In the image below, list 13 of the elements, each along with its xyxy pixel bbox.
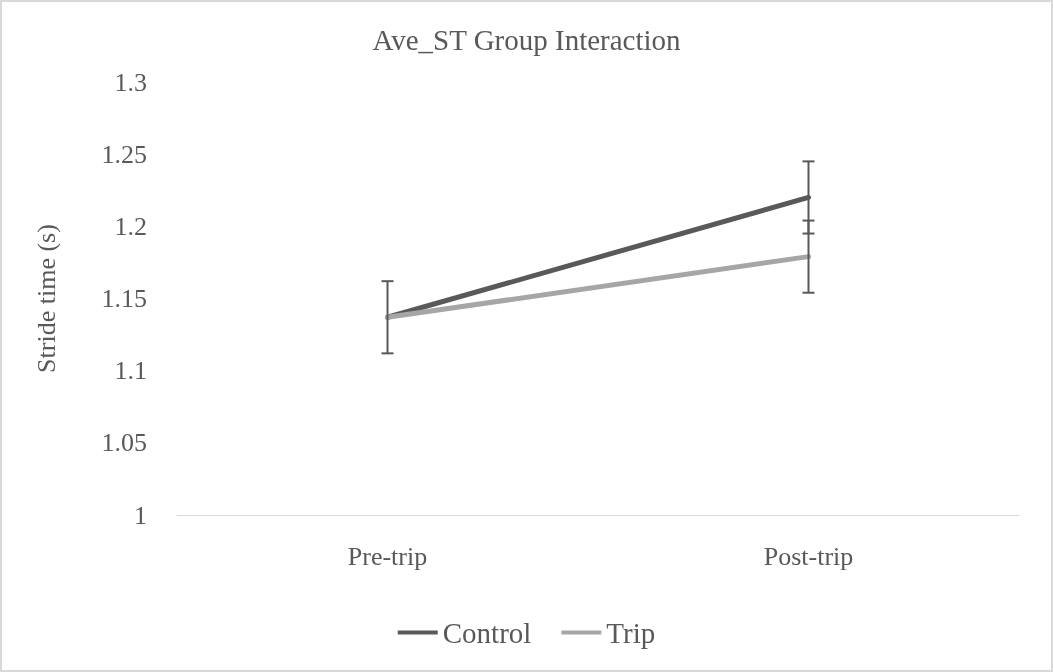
x-tick-label: Post-trip — [763, 541, 854, 571]
y-tick-label: 1.3 — [114, 67, 147, 97]
y-axis-title: Stride time (s) — [31, 224, 61, 373]
x-tick-label: Pre-trip — [347, 541, 428, 571]
legend-label: Control — [442, 616, 532, 649]
y-tick-label: 1 — [134, 500, 147, 530]
legend-label: Trip — [606, 616, 656, 649]
chart-title: Ave_ST Group Interaction — [372, 23, 682, 56]
y-tick-label: 1.25 — [101, 139, 147, 169]
y-tick-label: 1.2 — [114, 211, 147, 241]
y-tick-label: 1.05 — [101, 428, 147, 458]
y-tick-label: 1.1 — [114, 356, 147, 386]
y-tick-label: 1.15 — [101, 284, 147, 313]
